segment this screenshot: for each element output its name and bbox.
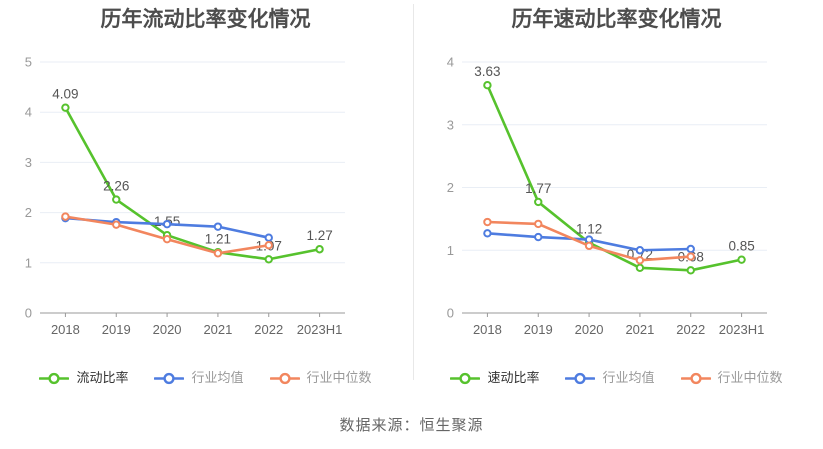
y-axis-tick-label: 1 [447, 243, 454, 258]
y-axis-tick-label: 3 [25, 155, 32, 170]
x-axis-tick-label: 2020 [575, 322, 604, 337]
legend-item-label: 行业均值 [602, 370, 655, 385]
data-point-label: 1.77 [525, 181, 551, 196]
legend-item-label: 行业中位数 [306, 370, 372, 385]
quick-ratio-plot: 0 1 2 3 4 2018 2019 2020 2021 2022 2023H1 3.63 1.77 1… [447, 55, 767, 337]
data-point-marker [264, 241, 273, 250]
data-point-marker [483, 217, 492, 227]
y-axis-tick-label: 2 [447, 180, 454, 195]
data-point-marker [635, 246, 645, 255]
data-point-marker [112, 195, 121, 204]
legend-line-marker-icon [39, 372, 70, 384]
series-2 [483, 217, 695, 265]
data-point-marker [737, 255, 746, 264]
x-axis-tick-label: 2019 [524, 322, 553, 337]
x-axis-tick-label: 2022 [676, 322, 705, 337]
current-ratio-plot: 0 1 2 3 4 5 2018 2019 2020 2021 2022 2023H1 4.09 2.26… [25, 55, 345, 337]
data-point-label: 2.26 [103, 179, 129, 194]
y-axis-tick-label: 3 [447, 117, 454, 132]
data-point-marker [112, 220, 121, 229]
data-point-label: 1.27 [306, 228, 332, 243]
x-axis-tick-label: 2022 [254, 322, 283, 337]
y-axis-tick-label: 2 [25, 205, 32, 220]
data-point-marker [162, 235, 172, 244]
panel-divider [413, 4, 414, 380]
y-axis-tick-label: 4 [25, 105, 32, 120]
x-axis-tick-label: 2018 [51, 322, 80, 337]
data-point-marker [635, 263, 645, 273]
legend-item-0[interactable]: 速动比率 [450, 371, 539, 385]
data-point-marker [264, 255, 273, 264]
legend-item-label: 流动比率 [76, 370, 129, 385]
data-point-marker [686, 252, 695, 261]
legend-item-2[interactable]: 行业中位数 [269, 370, 372, 385]
legend-line-marker-icon [154, 372, 185, 384]
data-point-label: 1.12 [576, 222, 602, 237]
legend-item-label: 行业均值 [191, 370, 244, 385]
series-line [486, 83, 743, 272]
data-source-label: 数据来源：恒生聚源 [339, 417, 484, 434]
legend-line-marker-icon [565, 372, 596, 384]
x-axis-tick-label: 2019 [102, 322, 131, 337]
data-point-marker [315, 245, 324, 254]
current-ratio-chart-title: 历年流动比率变化情况 [100, 8, 311, 31]
legend-item-1[interactable]: 行业均值 [565, 370, 655, 385]
x-axis-tick-label: 2018 [473, 322, 502, 337]
quick-ratio-legend: 速动比率 行业均值 行业中位数 [411, 368, 822, 388]
data-point-marker [61, 212, 70, 221]
legend-item-1[interactable]: 行业均值 [154, 370, 244, 385]
data-point-label: 4.09 [52, 87, 78, 102]
data-point-marker [635, 256, 645, 265]
y-axis-tick-label: 4 [447, 55, 454, 70]
x-axis-tick-label: 2021 [203, 322, 232, 337]
legend-item-label: 行业中位数 [717, 370, 783, 385]
data-point-marker [213, 222, 223, 231]
data-point-marker [264, 233, 273, 242]
legend-item-2[interactable]: 行业中位数 [680, 370, 783, 385]
quick-ratio-chart-panel: 历年速动比率变化情况 0 1 2 3 4 2018 2019 2020 2021 2022 2023… [411, 0, 822, 388]
series-0: 4.092.261.551.211.071.27 [52, 87, 333, 264]
data-point-marker [534, 219, 543, 229]
x-axis-tick-label: 2023H1 [719, 322, 765, 337]
data-point-marker [686, 266, 695, 275]
y-axis-tick-label: 0 [25, 306, 32, 321]
x-axis-tick-label: 2023H1 [297, 322, 343, 337]
data-point-marker [584, 241, 594, 251]
current-ratio-chart-panel: 历年流动比率变化情况 0 1 2 3 4 5 2018 2019 2020 2021 2022 202… [0, 0, 411, 388]
x-axis-tick-label: 2021 [625, 322, 654, 337]
series-line [64, 106, 321, 261]
quick-ratio-chart-title: 历年速动比率变化情况 [511, 8, 722, 31]
data-point-marker [534, 197, 543, 207]
legend-item-label: 速动比率 [487, 370, 540, 385]
data-point-marker [483, 229, 492, 238]
series-1 [483, 229, 695, 255]
y-axis-tick-label: 0 [447, 306, 454, 321]
data-point-marker [534, 232, 543, 242]
data-point-marker [162, 219, 172, 229]
series-2 [61, 212, 273, 258]
y-axis-tick-label: 5 [25, 55, 32, 70]
series-0: 3.631.771.120.720.680.85 [474, 64, 755, 275]
legend-item-0[interactable]: 流动比率 [39, 371, 128, 385]
data-point-marker [686, 244, 695, 254]
data-point-label: 3.63 [474, 64, 500, 79]
data-point-marker [483, 81, 492, 90]
data-point-marker [61, 103, 70, 112]
legend-line-marker-icon [450, 372, 481, 384]
data-point-label: 1.21 [205, 231, 231, 246]
legend-line-marker-icon [269, 372, 300, 384]
charts-row: 历年流动比率变化情况 0 1 2 3 4 5 2018 2019 2020 2021 2022 202… [0, 0, 822, 388]
y-axis-tick-label: 1 [25, 255, 32, 270]
x-axis-tick-label: 2020 [153, 322, 182, 337]
current-ratio-legend: 流动比率 行业均值 行业中位数 [0, 368, 411, 388]
data-point-label: 0.85 [728, 239, 754, 254]
legend-line-marker-icon [680, 372, 711, 384]
data-point-marker [213, 249, 223, 258]
